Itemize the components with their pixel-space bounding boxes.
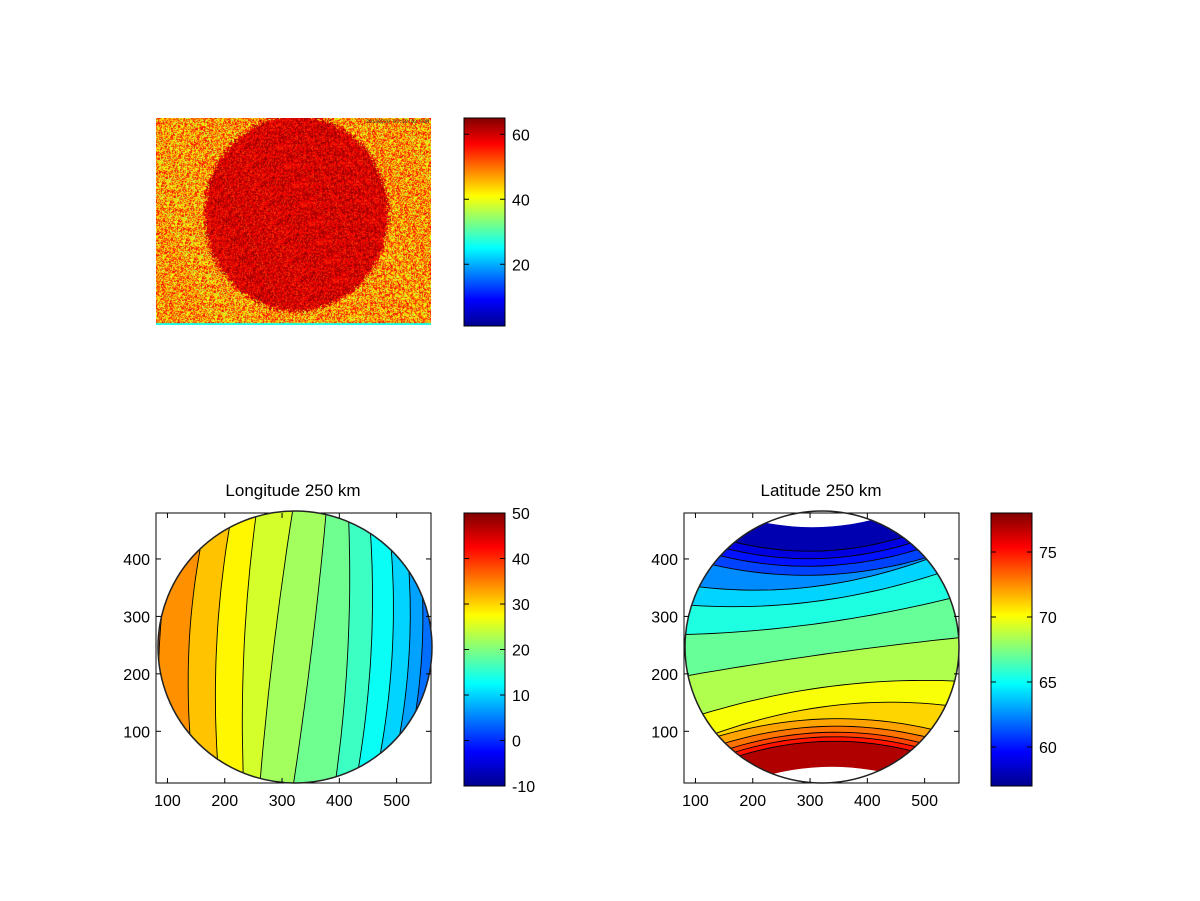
longitude-band: [259, 511, 327, 783]
lon-colorbar-tick-label: 50: [512, 506, 530, 523]
latitude-xtick-label: 100: [682, 793, 709, 810]
raw-colorbar-tick-label: 20: [512, 257, 530, 274]
latitude-contour-line: [685, 725, 959, 760]
latitude-band: [685, 545, 959, 607]
latitude-xtick-label: 300: [797, 793, 824, 810]
latitude-band: [685, 637, 959, 721]
latitude-band: [685, 595, 959, 677]
longitude-band: [334, 511, 373, 783]
lat-colorbar-tick-label: 65: [1039, 675, 1057, 692]
raw-image: [156, 118, 431, 325]
latitude-contour-line: [685, 564, 959, 608]
latitude-panel: Latitude 250 km 100 200 300 400 500 100 200 300…: [651, 481, 960, 810]
lon-colorbar-tick-label: 30: [512, 597, 530, 614]
lat-colorbar-tick-label: 60: [1039, 740, 1057, 757]
latitude-contour-line: [685, 718, 959, 750]
latitude-band: [685, 565, 959, 635]
latitude-band: [685, 545, 959, 591]
latitude-ytick-label: 400: [651, 552, 678, 569]
longitude-band: [355, 511, 394, 783]
longitude-xtick-label: 500: [383, 793, 410, 810]
latitude-band: [685, 533, 959, 576]
latitude-band: [685, 680, 959, 747]
raw-image-panel: 20130220 03:10:02 CDM: [156, 118, 431, 325]
longitude-ytick-label: 200: [123, 667, 150, 684]
latitude-disk-edge: [684, 510, 960, 784]
longitude-disk-edge: [157, 510, 433, 784]
latitude-xtick-label: 200: [739, 793, 766, 810]
longitude-contour-line: [354, 511, 373, 783]
raw-colorbar-tick-label: 40: [512, 192, 530, 209]
latitude-band: [685, 513, 959, 559]
latitude-contour-line: [685, 701, 959, 748]
latitude-contour-line: [685, 532, 959, 567]
longitude-contour-line: [214, 511, 234, 783]
longitude-band: [215, 511, 258, 783]
longitude-band: [373, 511, 411, 783]
latitude-ytick-label: 200: [651, 667, 678, 684]
longitude-title: Longitude 250 km: [225, 481, 360, 500]
raw-colorbar-tick-label: 60: [512, 127, 530, 144]
latitude-contour-line: [685, 679, 959, 722]
longitude-colorbar: -10 0 10 20 30 40 50: [463, 506, 535, 796]
latitude-contour-line: [685, 544, 959, 591]
latitude-contour-line: [685, 636, 959, 678]
latitude-band: [685, 741, 959, 783]
image-timestamp: 20130220 03:10:02 CDM: [366, 119, 429, 125]
lon-colorbar-tick-label: 0: [512, 734, 521, 751]
longitude-band: [293, 511, 350, 783]
latitude-xtick-label: 400: [854, 793, 881, 810]
longitude-contour-line: [292, 511, 328, 783]
latitude-contour-line: [685, 544, 959, 576]
longitude-ytick-label: 400: [123, 552, 150, 569]
lon-colorbar-tick-label: 10: [512, 688, 530, 705]
latitude-contour-fill: [685, 511, 959, 783]
latitude-xtick-label: 500: [911, 793, 938, 810]
lon-colorbar-tick-label: -10: [512, 779, 535, 796]
longitude-panel: Longitude 250 km 100 200 300 400 500 100 200 30…: [123, 481, 433, 810]
latitude-ytick-label: 100: [651, 724, 678, 741]
longitude-contour-line: [334, 511, 351, 783]
longitude-colorbar-strip: [463, 512, 506, 787]
longitude-ytick-label: 300: [123, 609, 150, 626]
longitude-contour-line: [241, 511, 258, 783]
longitude-contour-line: [373, 511, 394, 783]
longitude-xtick-label: 400: [326, 793, 353, 810]
longitude-xtick-label: 100: [154, 793, 181, 810]
lat-colorbar-tick-label: 75: [1039, 545, 1057, 562]
latitude-band: [685, 523, 959, 567]
latitude-band: [685, 718, 959, 759]
latitude-contour-line: [685, 594, 959, 636]
longitude-band: [188, 511, 233, 783]
raw-colorbar: 20 40 60: [463, 117, 530, 327]
longitude-xtick-label: 300: [269, 793, 296, 810]
raw-colorbar-strip: [463, 117, 506, 327]
lat-colorbar-tick-label: 70: [1039, 610, 1057, 627]
latitude-colorbar-strip: [990, 512, 1033, 787]
longitude-xtick-label: 200: [211, 793, 238, 810]
latitude-ytick-label: 300: [651, 609, 678, 626]
latitude-band: [685, 702, 959, 749]
longitude-ytick-label: 100: [123, 724, 150, 741]
lon-colorbar-tick-label: 40: [512, 552, 530, 569]
longitude-contour-line: [259, 511, 294, 783]
latitude-title: Latitude 250 km: [761, 481, 882, 500]
lon-colorbar-tick-label: 20: [512, 643, 530, 660]
latitude-band: [685, 511, 959, 552]
latitude-colorbar: 60 65 70 75: [990, 512, 1057, 787]
longitude-band: [242, 511, 294, 783]
